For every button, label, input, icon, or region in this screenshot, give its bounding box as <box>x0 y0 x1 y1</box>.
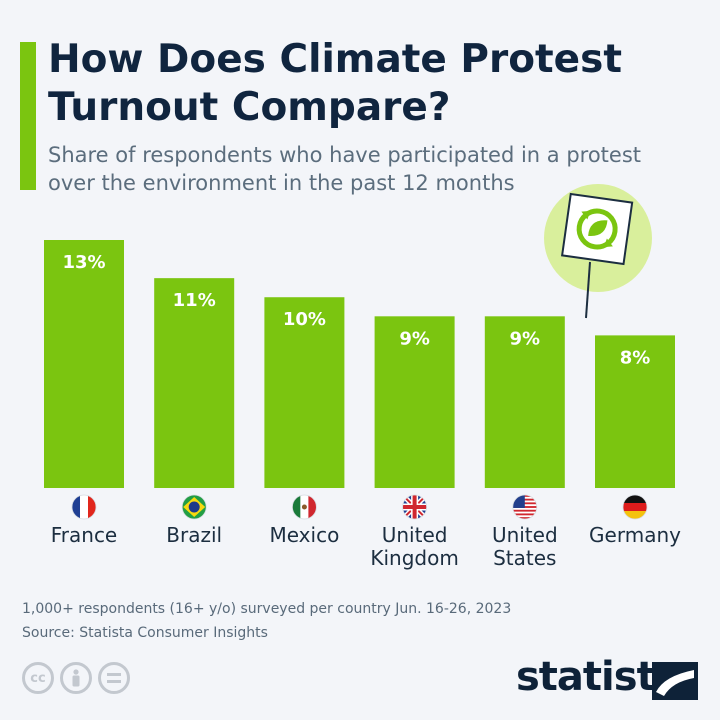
bar-chart: 13% France 11% Brazil 10% Mexico 9% United Kingd… <box>44 184 681 570</box>
category-label: United Kingdom <box>370 523 458 570</box>
bar-united-kingdom <box>374 316 455 488</box>
value-label: 8% <box>620 347 651 368</box>
cc-icon: cc <box>22 662 54 694</box>
uk-flag-icon <box>402 494 428 520</box>
bar-mexico <box>264 297 345 488</box>
category-label: France <box>51 523 118 547</box>
no-derivatives-icon <box>98 662 130 694</box>
license-icons: cc <box>22 662 130 694</box>
bar-brazil <box>154 278 235 488</box>
value-label: 10% <box>283 309 326 330</box>
value-label: 13% <box>62 252 105 273</box>
us-flag-icon <box>512 494 538 520</box>
footnote: 1,000+ respondents (16+ y/o) surveyed pe… <box>22 601 512 617</box>
brazil-flag-icon <box>181 494 207 520</box>
category-label: United States <box>492 523 558 570</box>
mexico-flag-icon <box>291 494 317 520</box>
title-accent-bar <box>20 42 36 190</box>
chart-title: How Does Climate Protest Turnout Compare… <box>48 37 622 130</box>
france-flag-icon <box>71 494 97 520</box>
category-label: Mexico <box>269 523 339 547</box>
germany-flag-icon <box>622 494 648 520</box>
category-label: Brazil <box>166 523 222 547</box>
source-note: Source: Statista Consumer Insights <box>22 625 268 641</box>
value-label: 9% <box>399 328 430 349</box>
category-label: Germany <box>589 523 681 547</box>
chart-subtitle: Share of respondents who have participat… <box>48 143 642 195</box>
protest-sign-icon <box>544 184 652 319</box>
value-label: 11% <box>173 290 216 311</box>
bar-germany <box>595 335 675 488</box>
bar-france <box>44 240 124 488</box>
value-label: 9% <box>510 328 541 349</box>
attribution-icon <box>60 662 92 694</box>
bar-united-states <box>484 316 565 488</box>
statista-logo-mark-icon <box>652 662 698 700</box>
